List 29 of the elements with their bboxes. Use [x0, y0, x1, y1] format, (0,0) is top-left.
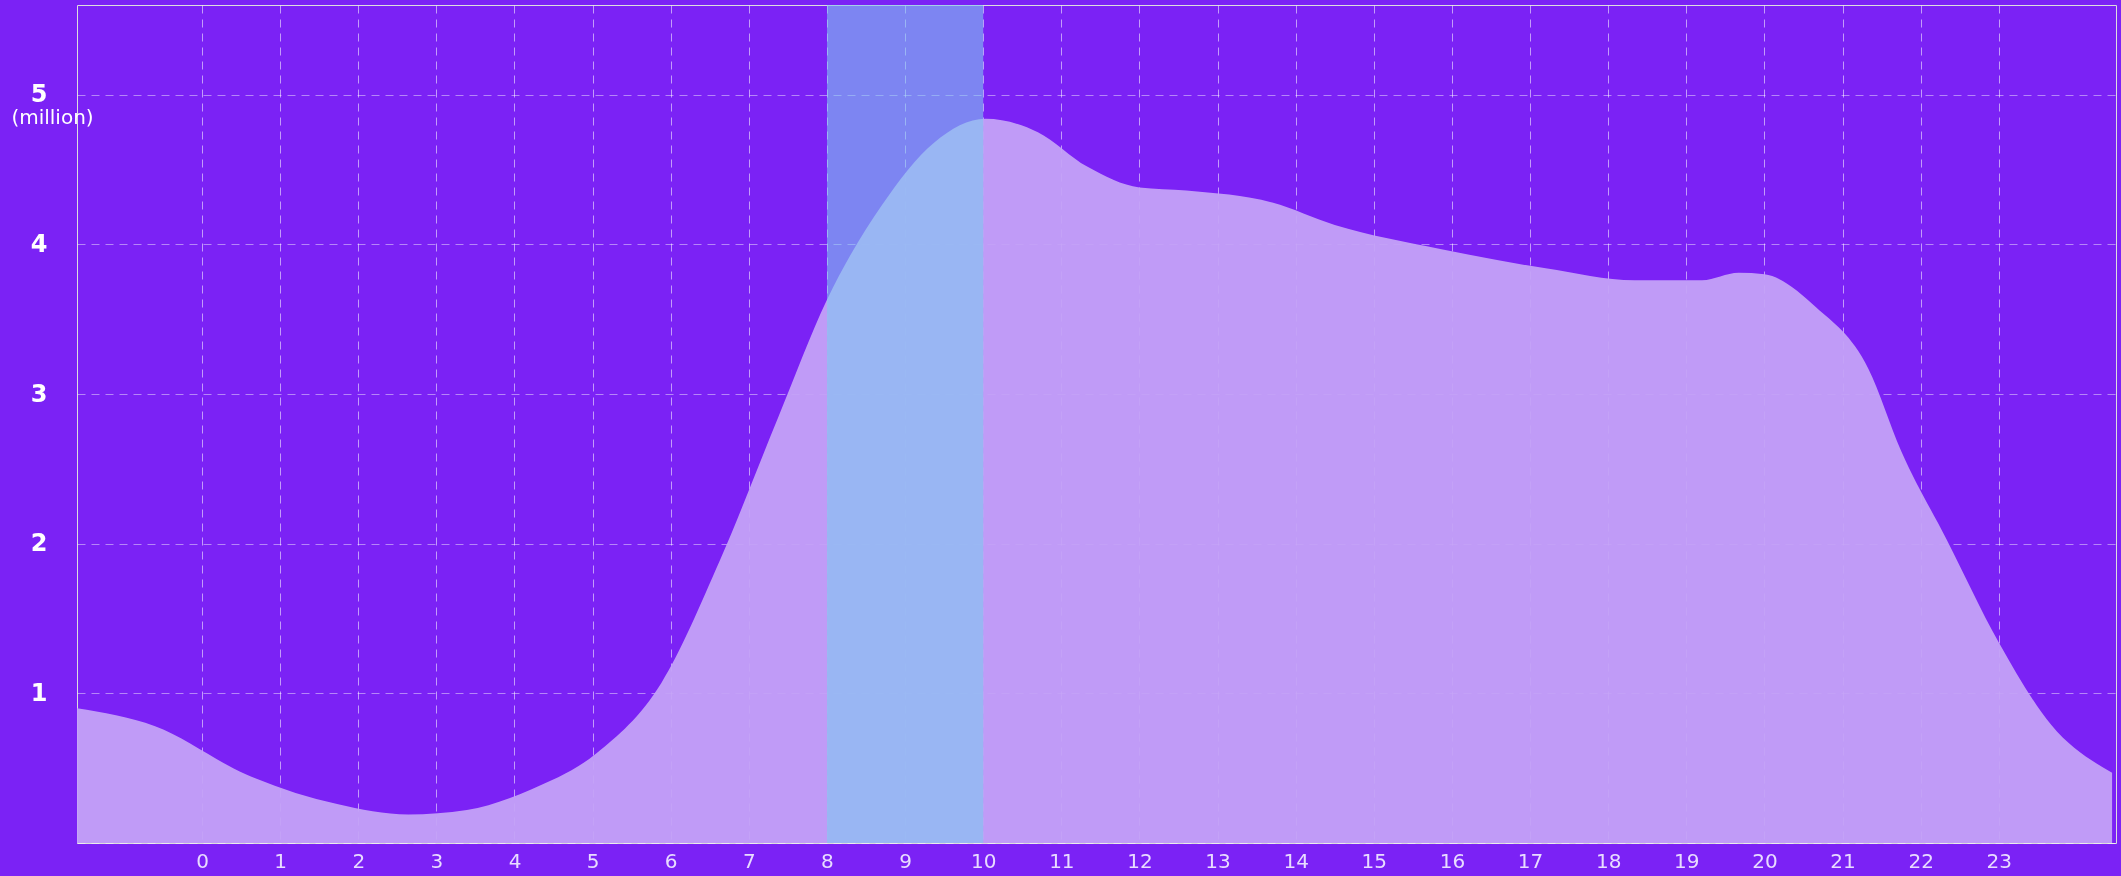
x-tick-label: 9: [899, 848, 912, 873]
x-tick-label: 1: [274, 848, 287, 873]
x-tick-label: 13: [1205, 848, 1231, 873]
x-tick-label: 19: [1674, 848, 1700, 873]
y-tick-label: 3: [30, 379, 48, 408]
x-tick-label: 12: [1127, 848, 1153, 873]
y-tick-label: 2: [30, 529, 48, 558]
x-tick-label: 5: [586, 848, 600, 873]
x-tick-label: 16: [1439, 848, 1466, 873]
x-tick-label: 11: [1049, 848, 1075, 873]
x-tick-label: 10: [971, 848, 997, 873]
x-tick-label: 0: [196, 848, 209, 873]
x-tick-label: 18: [1595, 848, 1622, 873]
x-tick-label: 4: [508, 848, 522, 873]
x-tick-label: 15: [1361, 848, 1388, 873]
x-tick-label: 14: [1283, 848, 1309, 873]
x-tick-label: 7: [742, 848, 756, 873]
x-tick-label: 22: [1908, 848, 1934, 873]
y-tick-label: 4: [30, 229, 48, 258]
x-tick-label: 23: [1986, 848, 2013, 873]
y-tick-label: 1: [30, 678, 48, 707]
x-tick-label: 8: [821, 848, 834, 873]
x-tick-label: 20: [1752, 848, 1778, 873]
x-tick-label: 21: [1830, 848, 1856, 873]
x-tick-label: 2: [352, 848, 366, 873]
x-tick-label: 17: [1517, 848, 1544, 873]
x-tick-label: 6: [664, 848, 678, 873]
x-tick-label: 3: [430, 848, 444, 873]
y-tick-label: 5: [30, 80, 48, 109]
